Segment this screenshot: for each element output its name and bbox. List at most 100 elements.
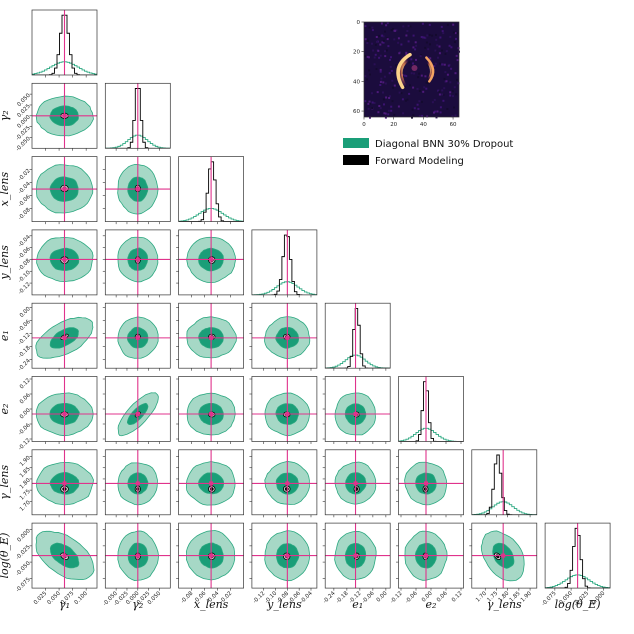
noise-pixel xyxy=(453,106,456,109)
noise-pixel xyxy=(389,58,391,61)
noise-pixel xyxy=(453,41,456,44)
noise-pixel xyxy=(456,59,459,62)
noise-pixel xyxy=(407,24,410,27)
noise-pixel xyxy=(436,110,439,113)
noise-pixel xyxy=(449,35,452,38)
noise-pixel xyxy=(437,56,439,59)
noise-pixel xyxy=(418,90,421,92)
noise-pixel xyxy=(379,68,382,71)
noise-pixel xyxy=(373,56,376,59)
noise-pixel xyxy=(397,37,400,40)
truth-marker xyxy=(135,187,140,192)
noise-pixel xyxy=(457,82,460,85)
truth-marker xyxy=(285,412,290,416)
noise-pixel xyxy=(426,115,429,118)
noise-pixel xyxy=(412,114,415,117)
noise-pixel xyxy=(383,103,385,106)
xlabel-gamma1: γ₁ xyxy=(59,598,70,611)
noise-pixel xyxy=(392,86,395,89)
noise-pixel xyxy=(382,41,385,44)
panel-ylens-vs-xlens xyxy=(176,229,244,298)
y-tick-label: -0.06 xyxy=(17,319,32,334)
panel-frame xyxy=(324,449,391,516)
noise-pixel xyxy=(378,56,381,59)
noise-pixel xyxy=(454,114,457,117)
noise-pixel xyxy=(434,62,437,65)
y-tick-label: -0.075 xyxy=(15,577,32,594)
noise-pixel xyxy=(382,35,385,38)
noise-pixel xyxy=(450,46,453,49)
panel-e2-vs-e2 xyxy=(398,376,464,444)
noise-pixel xyxy=(420,100,423,103)
noise-pixel xyxy=(437,89,440,92)
noise-pixel xyxy=(393,29,396,32)
xlabel-logthetaE: log(θ_E) xyxy=(555,598,601,611)
noise-pixel xyxy=(425,41,428,44)
inset-x-tick-label: 40 xyxy=(420,122,427,128)
panel-gammalens-vs-ylens xyxy=(249,449,318,518)
noise-pixel xyxy=(388,97,391,99)
noise-pixel xyxy=(398,91,401,94)
noise-pixel xyxy=(435,116,438,119)
truth-marker xyxy=(62,113,67,118)
panel-e2-vs-xlens xyxy=(176,376,244,444)
panel-logthetaE-vs-gammalens: 1.701.751.801.851.90 xyxy=(469,522,538,604)
truth-marker xyxy=(209,412,214,416)
noise-pixel xyxy=(366,42,369,44)
noise-pixel xyxy=(408,92,411,95)
panel-frame xyxy=(178,522,244,589)
noise-pixel xyxy=(441,63,444,66)
noise-pixel xyxy=(390,56,392,59)
xlabel-e2: e₂ xyxy=(426,598,437,611)
panel-e1-vs-e1 xyxy=(324,302,391,371)
panel-frame xyxy=(251,522,318,589)
inset-y-tick-label: 0 xyxy=(357,20,361,26)
noise-pixel xyxy=(400,92,403,95)
x-tick-label: -0.24 xyxy=(322,590,337,605)
truth-marker xyxy=(135,481,140,486)
ylabel-gammalens: γ_lens xyxy=(0,465,11,500)
panel-gammalens-vs-e2 xyxy=(396,449,464,518)
truth-marker xyxy=(135,553,140,558)
panel-e2-vs-ylens xyxy=(249,376,318,444)
inset-y-tick-label: 40 xyxy=(353,79,360,85)
noise-pixel xyxy=(384,55,387,58)
noise-pixel xyxy=(429,43,431,46)
y-tick-label: -0.06 xyxy=(17,194,32,209)
noise-pixel xyxy=(391,100,394,103)
panel-frame xyxy=(544,522,611,589)
noise-pixel xyxy=(438,62,441,65)
noise-pixel xyxy=(418,115,421,117)
legend-swatch xyxy=(343,138,369,148)
noise-pixel xyxy=(444,52,447,55)
noise-pixel xyxy=(382,81,385,84)
panel-gammalens-vs-gamma2 xyxy=(102,449,171,518)
noise-pixel xyxy=(455,93,458,96)
noise-pixel xyxy=(443,87,446,90)
x-tick-label: -0.06 xyxy=(404,590,419,605)
y-tick-label: 0.000 xyxy=(16,528,32,544)
noise-pixel xyxy=(413,107,416,110)
noise-pixel xyxy=(435,38,438,41)
truth-marker xyxy=(501,553,506,558)
noise-pixel xyxy=(377,111,380,114)
legend-label: Diagonal BNN 30% Dropout xyxy=(375,139,513,150)
inset-y-tick-label: 20 xyxy=(353,50,360,56)
noise-pixel xyxy=(443,77,446,80)
x-tick-label: -0.04 xyxy=(299,590,314,605)
truth-marker xyxy=(209,257,214,262)
x-tick-label: -0.12 xyxy=(252,591,266,605)
noise-pixel xyxy=(376,40,378,43)
noise-pixel xyxy=(449,81,452,84)
noise-pixel xyxy=(379,43,382,46)
panel-logthetaE-vs-logthetaE: -0.075 -0.050 -0.025 0.000 xyxy=(541,522,611,607)
panel-frame xyxy=(324,302,391,369)
noise-pixel xyxy=(388,72,391,75)
noise-pixel xyxy=(402,112,405,115)
noise-pixel xyxy=(382,39,385,42)
noise-pixel xyxy=(371,42,373,45)
panel-gammalens-vs-gamma1: 1.701.751.801.851.90 xyxy=(19,449,98,518)
hist-green-e1 xyxy=(325,354,391,369)
noise-pixel xyxy=(372,49,375,52)
noise-pixel xyxy=(424,75,427,78)
